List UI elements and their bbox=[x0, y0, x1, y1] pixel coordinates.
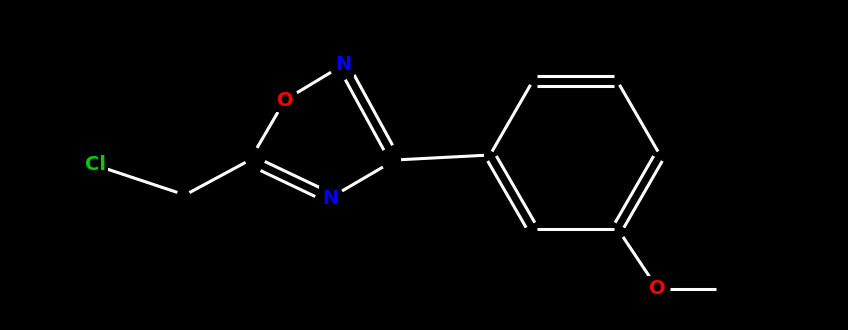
Text: N: N bbox=[335, 55, 351, 75]
Text: O: O bbox=[276, 90, 293, 110]
Text: Cl: Cl bbox=[85, 155, 105, 175]
Text: N: N bbox=[322, 188, 338, 208]
Text: O: O bbox=[650, 279, 666, 298]
